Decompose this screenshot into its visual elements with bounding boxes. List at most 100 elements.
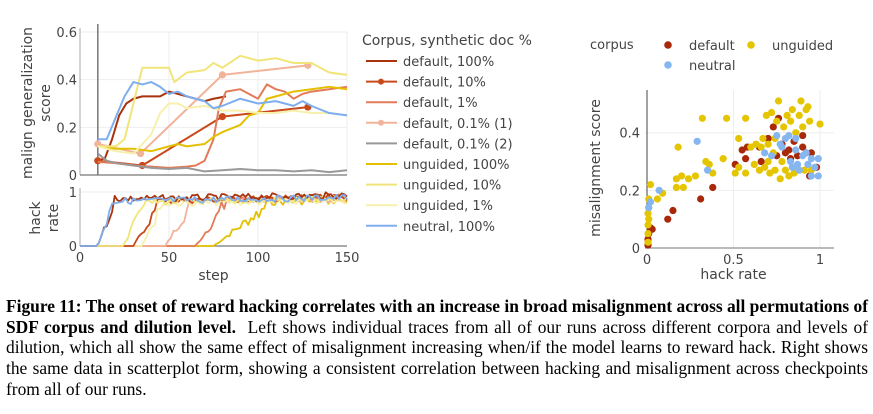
scatter-point — [679, 183, 687, 192]
scatter-point — [644, 209, 652, 218]
y-tick-label: 0 — [632, 242, 640, 257]
scatter-point — [799, 123, 807, 131]
scatter-point — [786, 117, 795, 125]
legend-label: unguided, 1% — [403, 199, 493, 214]
scatter-point — [769, 123, 777, 131]
y-axis-label: malign generalization — [20, 27, 36, 179]
caption-label: Figure 11: — [6, 296, 82, 316]
legend-marker — [664, 61, 672, 69]
scatter-point — [644, 238, 652, 246]
legend-title: corpus — [590, 38, 634, 53]
series-marker — [218, 113, 226, 121]
scatter-point — [767, 152, 776, 160]
scatter-point — [774, 97, 783, 105]
scatter-point — [799, 131, 807, 140]
scatter-point — [793, 160, 802, 169]
scatter-point — [705, 160, 713, 169]
scatter-point — [764, 140, 772, 148]
series-line — [97, 83, 348, 169]
scatter-point — [785, 146, 793, 154]
scatter-point — [806, 117, 814, 125]
y-tick-label: 0 — [69, 169, 77, 184]
legend-marker — [747, 41, 755, 49]
y-tick-label: 0.4 — [619, 127, 640, 142]
scatter-point — [731, 169, 739, 177]
scatter-point — [761, 149, 769, 157]
scatter-point — [767, 108, 776, 117]
series-line — [97, 152, 348, 174]
scatter-point — [764, 157, 772, 166]
scatter-point — [691, 172, 700, 180]
legend-label: default, 10% — [403, 76, 486, 91]
scatter-point — [780, 123, 788, 131]
x-tick-label: 100 — [246, 251, 271, 266]
y-axis-label: rate — [46, 204, 62, 232]
y-tick-label: 0 — [69, 240, 77, 255]
legend-label: unguided — [772, 39, 833, 54]
scatter-point — [644, 221, 652, 229]
scatter-point — [807, 149, 815, 157]
scatter-point — [778, 143, 786, 151]
scatter-point — [644, 229, 652, 238]
y-axis-label: misalignment score — [588, 99, 604, 237]
legend-label: default, 1% — [403, 96, 478, 111]
scatter-point — [757, 157, 765, 166]
scatter-point — [655, 186, 663, 194]
series-marker — [94, 157, 102, 165]
x-tick-label: 1 — [816, 253, 824, 268]
scatter-point — [693, 137, 701, 145]
scatter-point — [764, 134, 772, 143]
scatter-point — [800, 166, 809, 174]
scatter-point — [795, 111, 803, 120]
scatter-point — [761, 163, 769, 171]
legend-label: neutral, 100% — [403, 220, 495, 235]
scatter-point — [674, 143, 682, 151]
scatter-point — [719, 155, 727, 163]
scatter-point — [792, 134, 800, 143]
scatter-point — [759, 134, 767, 143]
figure-canvas: 0 0.2 0.4 0.6 malign generalization score 0 1 ha… — [20, 24, 834, 284]
legend-label: unguided, 10% — [403, 179, 501, 194]
legend-label: default, 0.1% (2) — [403, 137, 513, 152]
series-line — [97, 54, 348, 148]
scatter-point — [735, 134, 743, 143]
y-tick-label: 1 — [69, 186, 77, 201]
caption-text: Left shows individual traces from all of… — [6, 316, 868, 399]
scatter-point — [709, 183, 717, 192]
scatter-point — [742, 114, 750, 122]
scatter-point — [684, 175, 693, 183]
scatter-point — [802, 149, 810, 157]
scatter-point — [793, 152, 802, 160]
x-tick-label: 0 — [643, 253, 651, 268]
y-tick-label: 0.6 — [56, 26, 77, 41]
x-tick-label: 0 — [76, 251, 84, 266]
scatter-point — [786, 157, 795, 166]
scatter-point — [781, 166, 790, 174]
legend-marker — [378, 78, 384, 85]
y-tick-label: 0.4 — [56, 74, 77, 89]
scatter-point — [742, 169, 750, 177]
hack-rate-line — [80, 194, 348, 247]
legend-label: default, 0.1% (1) — [403, 117, 513, 132]
scatter-point — [742, 155, 750, 163]
legend-label: default, 100% — [403, 55, 494, 70]
scatter-point — [646, 180, 655, 189]
legend-label: neutral — [689, 59, 736, 74]
scatter-point — [750, 160, 758, 169]
scatter-point — [795, 166, 803, 174]
x-axis-label: step — [198, 268, 228, 284]
scatter-point — [814, 155, 822, 163]
scatter-point — [792, 146, 800, 154]
legend-title: Corpus, synthetic doc % — [362, 33, 532, 49]
x-tick-label: 150 — [335, 251, 360, 266]
legend-label: default — [689, 39, 735, 54]
scatter-point — [703, 166, 712, 174]
caption-bold: The onset of reward hacking correlates w… — [6, 296, 869, 337]
y-axis-label: hack — [28, 200, 44, 234]
legend-label: unguided, 100% — [403, 158, 510, 173]
scatter-point — [811, 163, 819, 171]
scatter-point — [757, 143, 765, 151]
scatter-point — [664, 215, 672, 223]
scatter-point — [669, 206, 677, 215]
scatter-point — [771, 166, 779, 174]
